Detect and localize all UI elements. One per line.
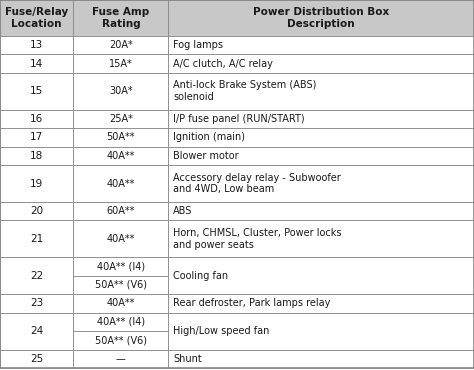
- Bar: [0, 202, 73, 221]
- Text: Power Distribution Box
Description: Power Distribution Box Description: [253, 7, 389, 29]
- Bar: [73, 257, 168, 276]
- Bar: [0, 221, 73, 257]
- Bar: [73, 221, 168, 257]
- Bar: [168, 110, 474, 128]
- Bar: [168, 202, 474, 221]
- Bar: [0, 110, 73, 128]
- Bar: [73, 165, 168, 202]
- Bar: [73, 294, 168, 313]
- Bar: [73, 0, 168, 36]
- Bar: [73, 350, 168, 368]
- Text: Fog lamps: Fog lamps: [173, 40, 223, 50]
- Bar: [168, 36, 474, 54]
- Bar: [0, 165, 73, 202]
- Text: 50A** (V6): 50A** (V6): [95, 335, 147, 345]
- Bar: [73, 73, 168, 110]
- Bar: [73, 110, 168, 128]
- Text: 40A** (I4): 40A** (I4): [97, 317, 145, 327]
- Text: Horn, CHMSL, Cluster, Power locks
and power seats: Horn, CHMSL, Cluster, Power locks and po…: [173, 228, 342, 250]
- Text: Shunt: Shunt: [173, 354, 202, 364]
- Text: 40A**: 40A**: [107, 234, 135, 244]
- Bar: [73, 331, 168, 350]
- Bar: [73, 147, 168, 165]
- Text: ABS: ABS: [173, 206, 192, 216]
- Bar: [0, 257, 73, 294]
- Bar: [168, 73, 474, 110]
- Text: 40A**: 40A**: [107, 299, 135, 309]
- Bar: [168, 294, 474, 313]
- Text: A/C clutch, A/C relay: A/C clutch, A/C relay: [173, 58, 273, 68]
- Bar: [73, 276, 168, 294]
- Text: Ignition (main): Ignition (main): [173, 132, 245, 142]
- Text: 40A**: 40A**: [107, 179, 135, 189]
- Bar: [168, 313, 474, 350]
- Text: 24: 24: [30, 326, 43, 336]
- Text: Rear defroster, Park lamps relay: Rear defroster, Park lamps relay: [173, 299, 331, 309]
- Bar: [73, 128, 168, 147]
- Text: Anti-lock Brake System (ABS)
solenoid: Anti-lock Brake System (ABS) solenoid: [173, 81, 317, 102]
- Bar: [0, 313, 73, 350]
- Text: Cooling fan: Cooling fan: [173, 271, 228, 281]
- Text: 40A** (I4): 40A** (I4): [97, 262, 145, 272]
- Bar: [168, 221, 474, 257]
- Text: 20: 20: [30, 206, 43, 216]
- Text: I/P fuse panel (RUN/START): I/P fuse panel (RUN/START): [173, 114, 305, 124]
- Bar: [0, 54, 73, 73]
- Bar: [0, 147, 73, 165]
- Bar: [0, 294, 73, 313]
- Text: Fuse Amp
Rating: Fuse Amp Rating: [92, 7, 149, 29]
- Text: 50A** (V6): 50A** (V6): [95, 280, 147, 290]
- Bar: [0, 350, 73, 368]
- Bar: [0, 73, 73, 110]
- Text: 50A**: 50A**: [107, 132, 135, 142]
- Text: 23: 23: [30, 299, 43, 309]
- Text: 15: 15: [30, 86, 43, 96]
- Bar: [168, 0, 474, 36]
- Text: 18: 18: [30, 151, 43, 161]
- Text: 40A**: 40A**: [107, 151, 135, 161]
- Bar: [73, 202, 168, 221]
- Text: 13: 13: [30, 40, 43, 50]
- Text: —: —: [116, 354, 126, 364]
- Text: 22: 22: [30, 271, 43, 281]
- Text: High/Low speed fan: High/Low speed fan: [173, 326, 270, 336]
- Bar: [73, 54, 168, 73]
- Text: 20A*: 20A*: [109, 40, 133, 50]
- Text: 17: 17: [30, 132, 43, 142]
- Text: Blower motor: Blower motor: [173, 151, 239, 161]
- Bar: [168, 165, 474, 202]
- Text: 25: 25: [30, 354, 43, 364]
- Bar: [168, 257, 474, 294]
- Text: 16: 16: [30, 114, 43, 124]
- Bar: [0, 36, 73, 54]
- Text: 19: 19: [30, 179, 43, 189]
- Bar: [168, 128, 474, 147]
- Bar: [0, 0, 73, 36]
- Bar: [168, 54, 474, 73]
- Bar: [168, 147, 474, 165]
- Bar: [73, 36, 168, 54]
- Text: Fuse/Relay
Location: Fuse/Relay Location: [5, 7, 68, 29]
- Text: 30A*: 30A*: [109, 86, 133, 96]
- Text: 21: 21: [30, 234, 43, 244]
- Text: 14: 14: [30, 58, 43, 68]
- Text: Accessory delay relay - Subwoofer
and 4WD, Low beam: Accessory delay relay - Subwoofer and 4W…: [173, 173, 341, 194]
- Text: 60A**: 60A**: [107, 206, 135, 216]
- Text: 25A*: 25A*: [109, 114, 133, 124]
- Text: 15A*: 15A*: [109, 58, 133, 68]
- Bar: [0, 128, 73, 147]
- Bar: [168, 350, 474, 368]
- Bar: [73, 313, 168, 331]
